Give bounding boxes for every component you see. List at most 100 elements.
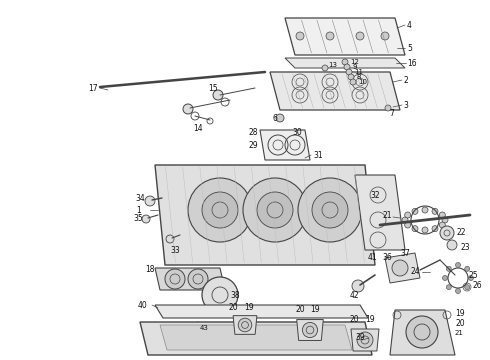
Text: 12: 12 [350,59,359,65]
Polygon shape [385,253,420,283]
Polygon shape [260,130,310,160]
Text: 14: 14 [193,123,203,132]
Text: 32: 32 [370,190,380,199]
Text: 11: 11 [354,69,363,75]
Text: 8: 8 [356,74,361,80]
Polygon shape [155,165,375,265]
Circle shape [442,217,448,223]
Circle shape [402,217,408,223]
Circle shape [202,277,238,313]
Circle shape [412,226,418,232]
Text: 38: 38 [230,291,240,300]
Circle shape [465,285,470,290]
Circle shape [276,114,284,122]
Circle shape [412,208,418,214]
Circle shape [422,207,428,213]
Text: 18: 18 [145,266,154,274]
Text: 24: 24 [410,267,419,276]
Text: 20: 20 [228,302,238,311]
Circle shape [346,69,352,75]
Text: 33: 33 [170,246,180,255]
Circle shape [468,275,473,280]
Text: 5: 5 [407,44,412,53]
Circle shape [344,64,350,70]
Text: 20: 20 [349,315,359,324]
Circle shape [357,332,373,348]
Text: 10: 10 [358,79,367,85]
Text: 35: 35 [133,213,143,222]
Circle shape [166,235,174,243]
Text: 21: 21 [455,330,464,336]
Circle shape [298,178,362,242]
Circle shape [213,90,223,100]
Text: 21: 21 [382,211,392,220]
Circle shape [350,79,356,85]
Text: 9: 9 [352,64,357,70]
Text: 20: 20 [455,319,465,328]
Text: 7: 7 [389,108,394,117]
Polygon shape [160,325,352,350]
Circle shape [296,32,304,40]
Circle shape [352,280,364,292]
Text: 4: 4 [407,21,412,30]
Circle shape [456,262,461,267]
Circle shape [440,222,445,228]
Circle shape [440,212,445,218]
Circle shape [312,192,348,228]
Circle shape [322,65,328,71]
Circle shape [348,74,354,80]
Circle shape [202,192,238,228]
Polygon shape [270,72,400,110]
Text: 1: 1 [136,206,141,215]
Circle shape [257,192,293,228]
Text: 6: 6 [272,113,277,122]
Circle shape [405,222,411,228]
Polygon shape [285,58,405,68]
Text: 16: 16 [407,59,416,68]
Polygon shape [390,310,455,355]
Text: 17: 17 [88,84,98,93]
Polygon shape [297,320,323,341]
Circle shape [446,266,451,271]
Circle shape [381,32,389,40]
Text: 13: 13 [328,62,337,68]
Text: 22: 22 [456,228,465,237]
Circle shape [432,208,438,214]
Circle shape [326,32,334,40]
Circle shape [422,227,428,233]
Circle shape [302,323,318,338]
Text: 42: 42 [350,291,360,300]
Polygon shape [140,322,372,355]
Text: 19: 19 [310,306,319,315]
Text: 19: 19 [365,315,375,324]
Circle shape [188,178,252,242]
Circle shape [145,196,155,206]
Text: 29: 29 [248,140,258,149]
Text: 28: 28 [248,127,258,136]
Circle shape [385,105,391,111]
Circle shape [432,226,438,232]
Polygon shape [155,305,368,318]
Circle shape [243,178,307,242]
Text: 36: 36 [382,252,392,261]
Circle shape [165,269,185,289]
Text: 30: 30 [292,127,302,136]
Circle shape [342,59,348,65]
Text: 19: 19 [455,309,465,318]
Circle shape [238,318,252,332]
Text: 40: 40 [138,301,148,310]
Circle shape [188,269,208,289]
Circle shape [440,226,454,240]
Circle shape [446,285,451,290]
Text: 43: 43 [200,325,209,331]
Circle shape [406,316,438,348]
Circle shape [356,32,364,40]
Polygon shape [155,268,225,290]
Text: 37: 37 [400,248,410,257]
Text: 3: 3 [403,100,408,109]
Text: 19: 19 [244,302,254,311]
Polygon shape [351,329,379,351]
Circle shape [405,212,411,218]
Circle shape [183,104,193,114]
Circle shape [447,240,457,250]
